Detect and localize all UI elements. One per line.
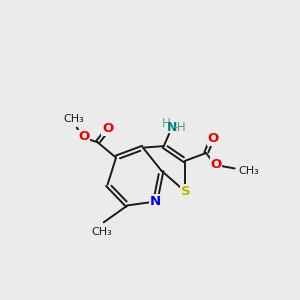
Text: N: N: [150, 195, 161, 208]
Text: S: S: [181, 185, 190, 198]
Text: CH₃: CH₃: [238, 166, 259, 176]
Text: O: O: [102, 122, 113, 135]
Text: O: O: [78, 130, 89, 143]
Text: O: O: [211, 158, 222, 171]
Text: O: O: [207, 132, 219, 145]
Text: H: H: [162, 116, 170, 130]
Text: CH₃: CH₃: [63, 114, 84, 124]
Text: –H: –H: [172, 121, 187, 134]
Text: N: N: [167, 121, 177, 134]
Text: CH₃: CH₃: [92, 227, 112, 237]
